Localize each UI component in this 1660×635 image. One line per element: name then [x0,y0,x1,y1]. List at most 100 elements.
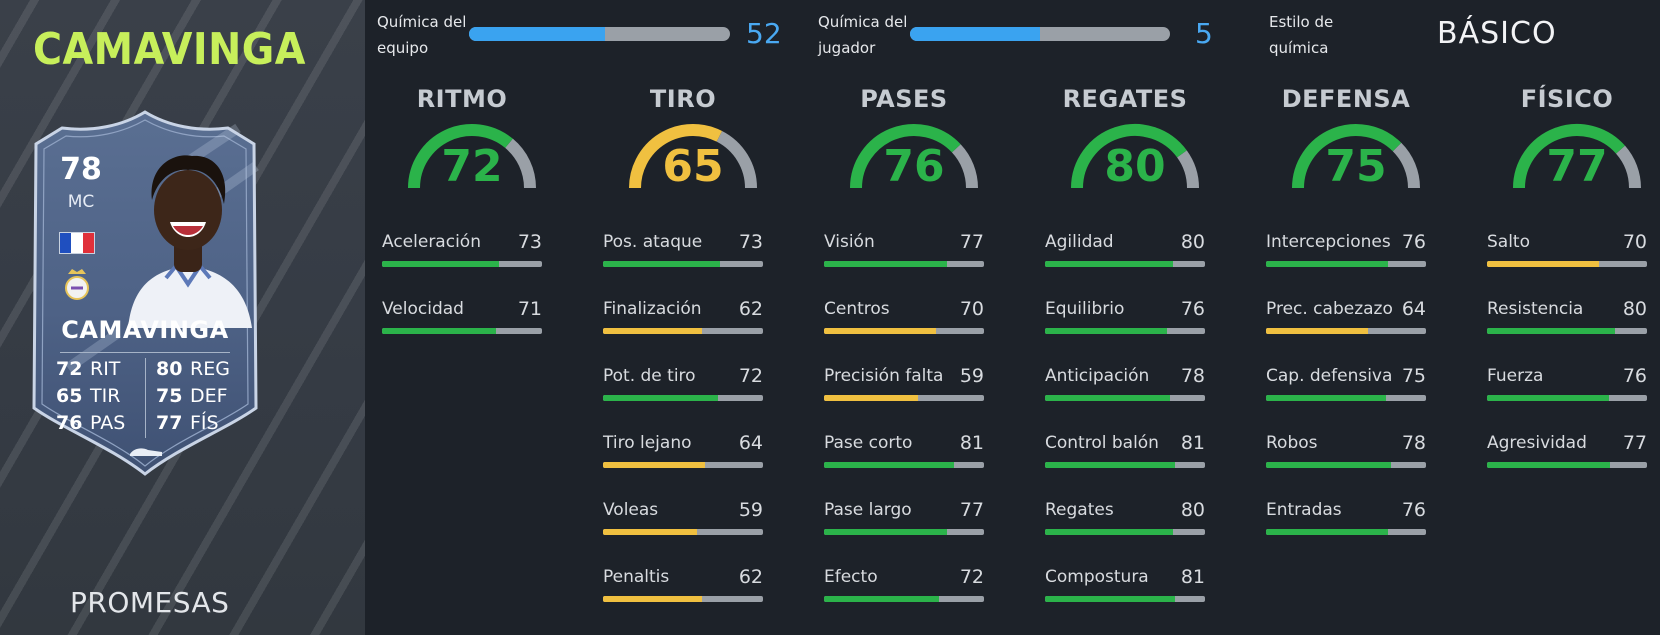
player-chemistry-value: 5 [1195,17,1213,50]
stat-row: Fuerza 76 [1487,365,1647,406]
attribute-gauge: 75 [1291,123,1421,195]
card-stat-def: 75 DEF [156,385,228,407]
stat-value: 73 [738,231,763,253]
stat-row: Pase corto 81 [824,432,984,473]
stat-row: Visión 77 [824,231,984,272]
stat-row: Pot. de tiro 72 [603,365,763,406]
stat-value: 64 [738,432,763,454]
stat-name: Precisión falta [824,366,944,386]
card-stat-label: RIT [90,358,121,380]
stat-value: 70 [1622,231,1647,253]
attribute-rating: 77 [1546,141,1608,192]
stat-value: 78 [1401,432,1426,454]
stat-row: Equilibrio 76 [1045,298,1205,339]
player-chemistry-label: Química del jugador [818,9,938,61]
stat-name: Prec. cabezazo [1266,299,1393,319]
stat-bar-fill [1266,328,1369,334]
stat-bar-fill [1266,462,1391,468]
attribute-gauge: 77 [1512,123,1642,195]
boot-icon [130,448,162,456]
stat-name: Anticipación [1045,366,1150,386]
stat-row: Compostura 81 [1045,566,1205,607]
stat-value: 76 [1401,231,1426,253]
player-panel: CAMAVINGA 78 MC [0,0,365,635]
stat-bar-fill [1487,395,1609,401]
attribute-title: DEFENSA [1281,85,1411,113]
stat-row: Robos 78 [1266,432,1426,473]
stat-row: Entradas 76 [1266,499,1426,540]
stat-bar-fill [1487,261,1599,267]
card-stat-label: DEF [190,385,228,407]
stat-bar-fill [824,261,948,267]
stat-value: 77 [1622,432,1647,454]
stat-bar [603,462,763,468]
stat-bar [824,596,984,602]
stat-value: 72 [959,566,984,588]
stat-bar-fill [1045,596,1175,602]
stat-bar [824,529,984,535]
stat-name: Salto [1487,232,1530,252]
stat-row: Tiro lejano 64 [603,432,763,473]
stat-bar [824,261,984,267]
stat-bar [1487,395,1647,401]
gauge-fill [408,124,513,189]
stat-row: Velocidad 71 [382,298,542,339]
stat-row: Penaltis 62 [603,566,763,607]
stat-value: 70 [959,298,984,320]
stat-bar-fill [382,328,496,334]
stat-bar-fill [1045,328,1167,334]
stat-name: Penaltis [603,567,670,587]
stat-row: Anticipación 78 [1045,365,1205,406]
gauge-track [504,138,536,189]
label-line: Química del [818,13,908,31]
stat-bar-fill [382,261,499,267]
stat-name: Intercepciones [1266,232,1391,252]
stat-name: Voleas [603,500,659,520]
gauge-track [1615,145,1641,189]
france-flag-icon [59,232,95,254]
chemistry-style-value[interactable]: BÁSICO [1437,16,1557,51]
stat-row: Prec. cabezazo 64 [1266,298,1426,339]
stat-bar-fill [824,328,936,334]
gauge-track [1392,142,1420,189]
stat-row: Resistencia 80 [1487,298,1647,339]
stat-row: Precisión falta 59 [824,365,984,406]
stat-value: 78 [1180,365,1205,387]
stat-value: 80 [1180,499,1205,521]
stat-bar [603,328,763,334]
stat-row: Efecto 72 [824,566,984,607]
stat-name: Compostura [1045,567,1149,587]
stat-name: Cap. defensiva [1266,366,1393,386]
stat-bar-fill [603,328,703,334]
stat-row: Agresividad 77 [1487,432,1647,473]
stat-row: Voleas 59 [603,499,763,540]
stat-bar-fill [1266,395,1386,401]
stat-row: Centros 70 [824,298,984,339]
stat-value: 62 [738,566,763,588]
stat-row: Pos. ataque 73 [603,231,763,272]
stat-bar [603,261,763,267]
stat-bar [1045,462,1205,468]
card-stat-label: REG [190,358,230,380]
player-card[interactable]: 78 MC CAMAVINGA 72 RIT 65 TIR [28,108,262,480]
stat-row: Control balón 81 [1045,432,1205,473]
stat-bar [1266,462,1426,468]
card-divider [145,358,146,438]
card-stat-fis: 77 FÍS [156,412,219,434]
stat-value: 71 [517,298,542,320]
stat-bar-fill [1266,261,1388,267]
stat-name: Resistencia [1487,299,1584,319]
stat-name: Visión [824,232,875,252]
stat-bar [1045,596,1205,602]
stat-bar-fill [1487,462,1611,468]
stat-value: 81 [1180,566,1205,588]
stat-value: 81 [959,432,984,454]
attribute-title: RITMO [416,85,508,113]
label-line: jugador [818,39,876,57]
stat-bar-fill [824,395,919,401]
stat-name: Fuerza [1487,366,1544,386]
stat-name: Pase largo [824,500,912,520]
player-chemistry-fill [910,27,1040,41]
stat-bar [1487,261,1647,267]
stat-bar [1266,328,1426,334]
